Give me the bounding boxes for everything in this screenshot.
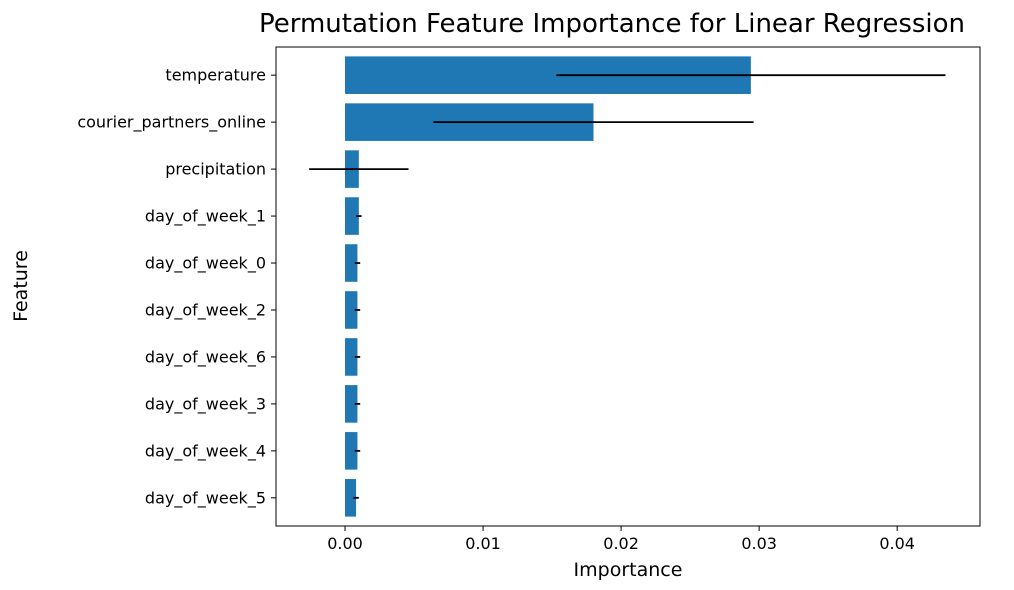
y-tick-label-temperature: temperature bbox=[165, 66, 266, 85]
x-tick-label: 0.00 bbox=[327, 534, 363, 553]
y-tick-label-day_of_week_1: day_of_week_1 bbox=[145, 207, 266, 227]
y-tick-label-day_of_week_2: day_of_week_2 bbox=[145, 300, 266, 320]
y-tick-label-courier_partners_online: courier_partners_online bbox=[77, 113, 266, 133]
y-tick-label-day_of_week_3: day_of_week_3 bbox=[145, 394, 266, 414]
y-tick-label-day_of_week_0: day_of_week_0 bbox=[145, 254, 266, 274]
bar-day_of_week_3 bbox=[345, 385, 358, 423]
bar-day_of_week_4 bbox=[345, 432, 358, 470]
chart-title: Permutation Feature Importance for Linea… bbox=[259, 9, 965, 39]
x-axis-title: Importance bbox=[574, 559, 683, 581]
bar-day_of_week_5 bbox=[345, 479, 357, 517]
bar-day_of_week_2 bbox=[345, 291, 358, 329]
y-tick-label-day_of_week_5: day_of_week_5 bbox=[145, 488, 266, 508]
y-axis-title: Feature bbox=[10, 250, 32, 322]
x-tick-label: 0.01 bbox=[465, 534, 501, 553]
y-tick-label-day_of_week_6: day_of_week_6 bbox=[145, 347, 266, 367]
bar-day_of_week_1 bbox=[345, 197, 359, 235]
y-tick-label-day_of_week_4: day_of_week_4 bbox=[145, 441, 266, 461]
y-tick-label-precipitation: precipitation bbox=[165, 160, 266, 179]
plot-area: temperature courier_partners_onlineprecip… bbox=[77, 56, 946, 553]
x-tick-label: 0.04 bbox=[879, 534, 915, 553]
bar-day_of_week_6 bbox=[345, 338, 358, 376]
bar-day_of_week_0 bbox=[345, 244, 358, 282]
x-tick-label: 0.03 bbox=[741, 534, 777, 553]
plot-frame bbox=[275, 46, 981, 527]
x-tick-label: 0.02 bbox=[603, 534, 639, 553]
